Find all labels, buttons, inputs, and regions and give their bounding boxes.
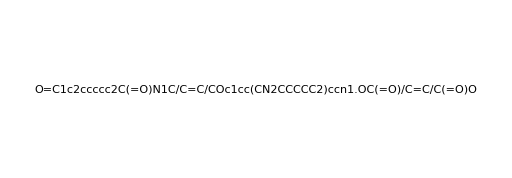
Text: O=C1c2ccccc2C(=O)N1C/C=C/COc1cc(CN2CCCCC2)ccn1.OC(=O)/C=C/C(=O)O: O=C1c2ccccc2C(=O)N1C/C=C/COc1cc(CN2CCCCC…: [35, 84, 477, 94]
